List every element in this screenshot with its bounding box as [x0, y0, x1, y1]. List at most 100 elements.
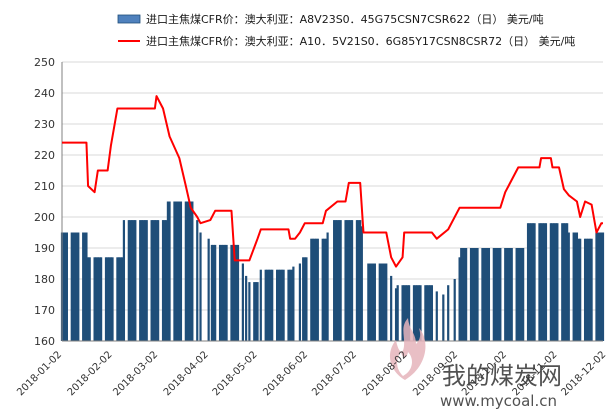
- bar: [174, 201, 178, 341]
- bar: [122, 220, 126, 341]
- bar: [357, 220, 360, 341]
- bar: [425, 285, 429, 341]
- bar: [515, 248, 518, 341]
- bar: [75, 232, 78, 341]
- bar: [561, 223, 564, 341]
- bar: [359, 220, 362, 341]
- bar: [368, 263, 372, 341]
- bar: [282, 269, 285, 341]
- bar: [588, 238, 592, 341]
- watermark-brand: 我的煤炭网: [442, 362, 562, 390]
- bar: [287, 269, 290, 341]
- bar: [495, 248, 499, 341]
- bar: [256, 282, 259, 341]
- bar: [168, 201, 171, 341]
- bar: [544, 223, 548, 341]
- bar: [551, 223, 554, 341]
- bar: [424, 285, 427, 341]
- bar: [315, 238, 318, 341]
- bar: [419, 285, 422, 341]
- bar: [248, 282, 251, 341]
- bar: [106, 257, 109, 341]
- bar: [220, 244, 223, 341]
- bar: [378, 263, 381, 341]
- bar: [316, 238, 319, 341]
- legend-label-bar: 进口主焦煤CFR价：澳大利亚：A8V23S0．45G75CSN7CSR622（日…: [146, 12, 544, 26]
- bar: [403, 285, 406, 341]
- bar: [492, 248, 495, 341]
- bar: [381, 263, 385, 341]
- legend-label-line: 进口主焦煤CFR价：澳大利亚：A10．5V21S0．6G85Y17CSN8CSR…: [146, 34, 575, 48]
- bar: [233, 244, 236, 341]
- bar: [350, 220, 354, 341]
- bar: [510, 248, 513, 341]
- y-tick-label: 180: [34, 273, 55, 286]
- bar: [83, 232, 86, 341]
- legend-swatch-bar: [117, 14, 141, 24]
- bar: [533, 223, 536, 341]
- bar: [585, 238, 588, 341]
- bar: [522, 248, 525, 341]
- bar: [401, 285, 404, 341]
- bar: [344, 220, 347, 341]
- bar: [417, 285, 420, 341]
- bar: [109, 257, 112, 341]
- y-tick-label: 240: [34, 87, 55, 100]
- bar: [566, 223, 569, 341]
- bar: [494, 248, 497, 341]
- bar: [595, 232, 598, 341]
- bar: [574, 232, 577, 341]
- bar: [539, 223, 543, 341]
- bar: [469, 248, 473, 341]
- bar: [333, 220, 336, 341]
- bar: [385, 263, 388, 341]
- bar: [326, 232, 329, 341]
- bar: [289, 269, 292, 341]
- bar: [280, 269, 284, 341]
- bar: [471, 248, 474, 341]
- bar: [530, 223, 533, 341]
- bar: [577, 238, 580, 341]
- bar: [460, 248, 463, 341]
- bar: [429, 285, 432, 341]
- bar: [461, 248, 464, 341]
- bar: [505, 248, 508, 341]
- bar: [236, 244, 240, 341]
- bar: [465, 248, 468, 341]
- bar: [276, 269, 279, 341]
- bar: [482, 248, 486, 341]
- bar: [435, 291, 438, 341]
- bar: [267, 269, 271, 341]
- coal-flame-logo: [389, 318, 426, 380]
- bar: [416, 285, 419, 341]
- bar: [442, 294, 445, 341]
- bar: [186, 201, 189, 341]
- bar: [271, 269, 274, 341]
- bar: [370, 263, 373, 341]
- bar: [222, 244, 225, 341]
- bar: [528, 223, 531, 341]
- bar: [129, 220, 132, 341]
- bar: [407, 285, 411, 341]
- legend: 进口主焦煤CFR价：澳大利亚：A8V23S0．45G75CSN7CSR622（日…: [117, 12, 575, 48]
- bar: [230, 244, 233, 341]
- bar: [597, 232, 600, 341]
- bar: [88, 257, 91, 341]
- line-series: [62, 95, 603, 268]
- bar: [587, 238, 590, 341]
- bar: [132, 220, 135, 341]
- bar: [212, 244, 215, 341]
- bar: [77, 232, 80, 341]
- bar: [65, 232, 68, 341]
- bar: [144, 220, 147, 341]
- y-tick-label: 160: [34, 335, 55, 348]
- bar: [427, 285, 430, 341]
- bar: [458, 257, 461, 341]
- bar: [507, 248, 510, 341]
- bar: [347, 220, 350, 341]
- bar: [447, 285, 450, 341]
- bar: [504, 248, 507, 341]
- bar: [367, 263, 370, 341]
- bar: [305, 257, 308, 341]
- bar: [303, 257, 306, 341]
